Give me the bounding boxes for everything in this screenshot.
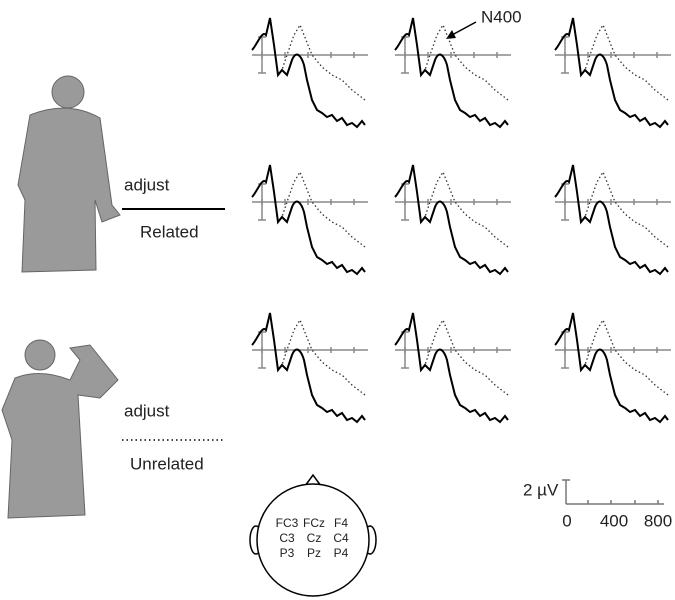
word-label: adjust bbox=[124, 175, 170, 194]
amplitude-label: 2 µV bbox=[523, 480, 559, 499]
erp-panel bbox=[554, 312, 671, 424]
electrode-label: P3 bbox=[280, 546, 295, 560]
waveform-related bbox=[554, 17, 669, 129]
signer-photo bbox=[17, 75, 121, 273]
electrode-label: Cz bbox=[307, 531, 322, 545]
waveform-unrelated bbox=[420, 318, 509, 396]
word-label: adjust bbox=[124, 401, 170, 420]
waveform-related bbox=[251, 164, 366, 276]
electrode-label: FC3 bbox=[276, 516, 299, 530]
time-label: 800 bbox=[644, 511, 672, 530]
erp-panel bbox=[251, 164, 368, 276]
waveform-related bbox=[251, 312, 366, 424]
arrow-head bbox=[446, 30, 456, 39]
erp-panel bbox=[554, 17, 671, 129]
erp-panel bbox=[554, 164, 671, 276]
waveform-related bbox=[554, 312, 669, 424]
waveform-unrelated bbox=[580, 318, 669, 396]
annotation: N400 bbox=[481, 7, 522, 26]
waveform-related bbox=[394, 164, 509, 276]
waveform-unrelated bbox=[420, 23, 509, 101]
waveform-unrelated bbox=[420, 170, 509, 248]
waveform-related bbox=[394, 312, 509, 424]
waveform-unrelated bbox=[277, 318, 366, 396]
erp-panel bbox=[394, 17, 511, 129]
condition-label: Related bbox=[140, 222, 199, 241]
electrode-label: Pz bbox=[307, 546, 321, 560]
scale-bar bbox=[562, 479, 664, 505]
erp-panel bbox=[394, 164, 511, 276]
electrode-label: P4 bbox=[334, 546, 349, 560]
waveform-related bbox=[394, 17, 509, 129]
electrode-label: FCz bbox=[303, 516, 325, 530]
arrow bbox=[451, 21, 477, 36]
time-label: 400 bbox=[600, 511, 628, 530]
signer-photo bbox=[1, 339, 119, 519]
electrode-label: C3 bbox=[279, 531, 295, 545]
waveform-unrelated bbox=[580, 23, 669, 101]
waveform-related bbox=[554, 164, 669, 276]
erp-panel bbox=[251, 17, 368, 129]
waveform-unrelated bbox=[277, 23, 366, 101]
head-map bbox=[249, 473, 377, 597]
waveform-unrelated bbox=[580, 170, 669, 248]
condition-label: Unrelated bbox=[130, 454, 204, 473]
waveform-related bbox=[251, 17, 366, 129]
erp-panel bbox=[394, 312, 511, 424]
waveform-unrelated bbox=[277, 170, 366, 248]
electrode-label: F4 bbox=[334, 516, 348, 530]
time-label: 0 bbox=[562, 511, 571, 530]
electrode-label: C4 bbox=[333, 531, 349, 545]
erp-panel bbox=[251, 312, 368, 424]
